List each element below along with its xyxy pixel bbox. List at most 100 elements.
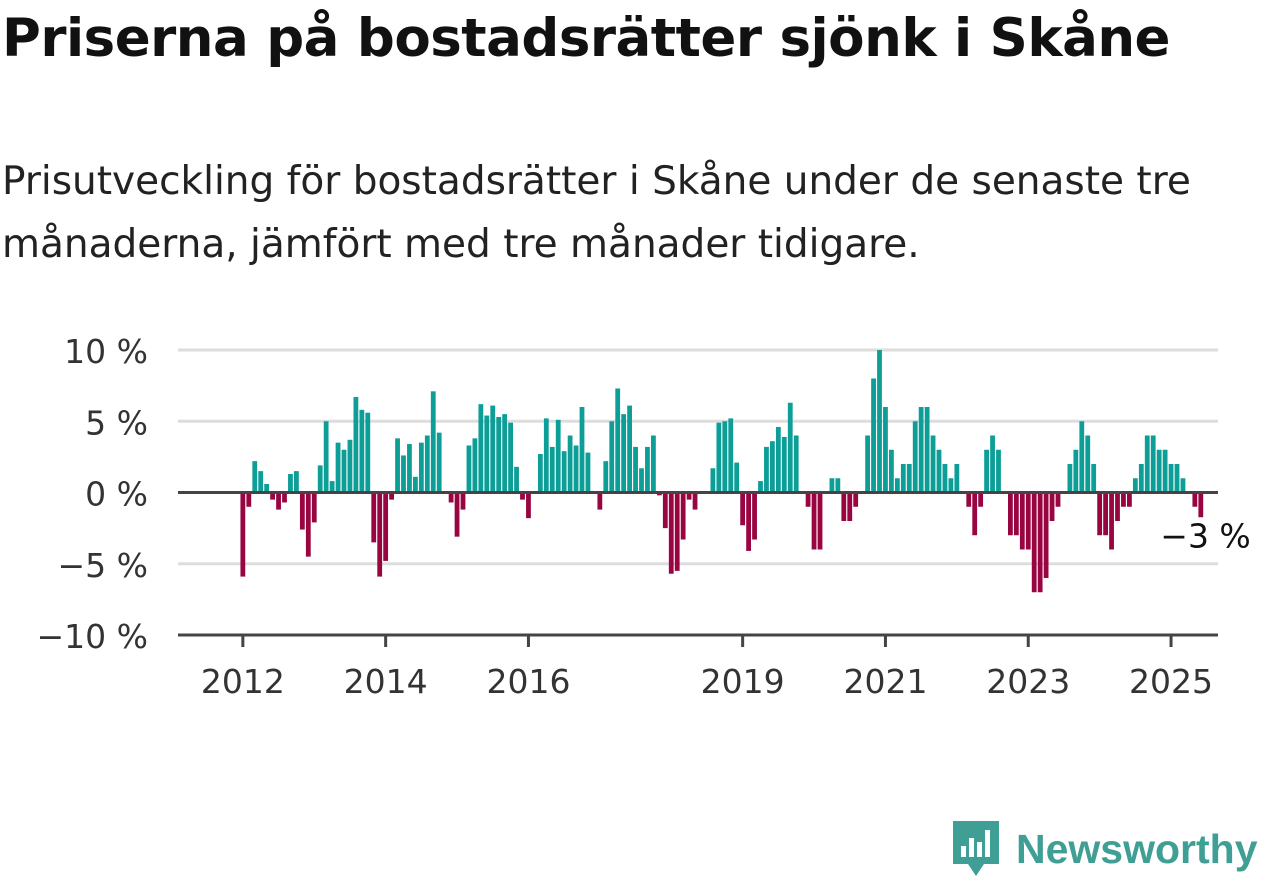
bar [722, 421, 728, 493]
bar [341, 449, 347, 493]
bar [1109, 492, 1114, 550]
bar [246, 492, 252, 507]
bar [335, 442, 341, 493]
bar [1174, 464, 1180, 493]
bar [401, 455, 406, 493]
bar [448, 492, 454, 503]
x-tick-label: 2019 [701, 662, 785, 701]
bar [490, 405, 496, 493]
bar [520, 492, 525, 500]
bar [484, 415, 490, 493]
bar [615, 388, 621, 493]
bar [1019, 492, 1025, 550]
bar [966, 492, 972, 507]
bar [1013, 492, 1019, 536]
bar [847, 492, 853, 521]
bar [573, 445, 579, 493]
bar [1192, 492, 1198, 507]
bar [317, 465, 323, 493]
bar [389, 492, 394, 500]
bar [787, 402, 793, 493]
bar [758, 481, 763, 493]
bar [906, 464, 912, 493]
bar [1144, 435, 1150, 493]
bar [567, 435, 573, 493]
bar [1138, 464, 1144, 493]
bar [883, 407, 888, 493]
brand-name: Newsworthy [1016, 825, 1258, 872]
bar [466, 445, 472, 493]
bar [561, 451, 567, 493]
bar [894, 478, 900, 493]
bar [728, 418, 734, 493]
bar [371, 492, 377, 543]
bar [740, 492, 746, 526]
bar [770, 441, 775, 493]
bar [597, 492, 603, 510]
bar [305, 492, 311, 557]
bar [1025, 492, 1031, 550]
bar [537, 454, 543, 493]
bar [954, 464, 960, 493]
bar [365, 412, 371, 493]
bar [668, 492, 674, 574]
bar [1073, 449, 1079, 493]
bar [347, 439, 353, 493]
bar [621, 414, 627, 493]
bar [252, 461, 258, 493]
axes [178, 491, 1218, 647]
bar [424, 435, 430, 493]
bar [377, 492, 383, 577]
bar [383, 492, 389, 561]
bar [294, 471, 299, 493]
bar [270, 492, 275, 500]
bar [1150, 435, 1156, 493]
bar [716, 422, 722, 493]
bar [579, 407, 585, 493]
bar [430, 391, 436, 493]
bar [549, 446, 555, 493]
bar [686, 492, 692, 500]
x-tick-label: 2021 [843, 662, 927, 701]
bar [990, 435, 995, 493]
bar [835, 478, 841, 493]
bar [418, 442, 424, 493]
bar [900, 464, 906, 493]
bar [1156, 449, 1162, 493]
bar [1115, 492, 1120, 521]
bar [1121, 492, 1126, 507]
bar [829, 478, 835, 493]
bar [877, 350, 882, 493]
bar [1049, 492, 1055, 521]
bar [264, 483, 270, 493]
bar [746, 492, 751, 551]
newsworthy-logo: Newsworthy [950, 818, 1258, 880]
x-tick-label: 2014 [344, 662, 428, 701]
y-tick-label: −10 % [37, 617, 149, 656]
x-tick-label: 2023 [986, 662, 1070, 701]
bar [1168, 464, 1174, 493]
bar [1162, 449, 1168, 493]
bar [817, 492, 823, 550]
bar [323, 421, 329, 493]
bar [936, 449, 942, 493]
x-tick-label: 2016 [486, 662, 570, 701]
bar [609, 421, 615, 493]
bar [1085, 435, 1091, 493]
bar [889, 449, 894, 493]
bar [395, 438, 400, 493]
bar [454, 492, 460, 537]
y-tick-label: 0 % [85, 475, 148, 514]
bar [918, 407, 924, 493]
y-tick-label: −5 % [58, 546, 149, 585]
y-tick-label: 5 % [85, 403, 148, 442]
bars [240, 350, 1204, 593]
bar [1043, 492, 1049, 578]
bar [329, 481, 335, 493]
bar [978, 492, 984, 507]
bar [775, 426, 781, 493]
bar [793, 435, 799, 493]
bar [282, 492, 287, 503]
bar [407, 444, 412, 493]
bar [1031, 492, 1037, 593]
